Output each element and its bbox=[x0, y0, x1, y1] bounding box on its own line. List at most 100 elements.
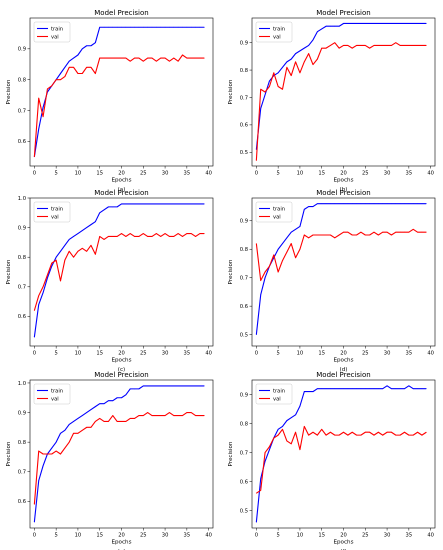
y-tick-label: 0.6 bbox=[240, 304, 248, 310]
data-point-train bbox=[116, 206, 118, 208]
data-point-train bbox=[269, 449, 270, 450]
data-point-train bbox=[90, 45, 92, 47]
data-point-train bbox=[286, 420, 288, 421]
data-point-val bbox=[112, 57, 114, 59]
data-point-val bbox=[303, 61, 305, 63]
data-point-val bbox=[264, 452, 266, 453]
data-point-val bbox=[95, 73, 96, 74]
series-line-train bbox=[255, 385, 427, 523]
data-point-val bbox=[68, 441, 70, 443]
x-axis-label: Epochs bbox=[333, 358, 353, 364]
data-point-train bbox=[290, 231, 292, 233]
data-point-val bbox=[391, 45, 392, 46]
data-point-val bbox=[404, 431, 405, 433]
data-point-train bbox=[147, 203, 148, 205]
data-point-train bbox=[399, 203, 401, 205]
data-point-val bbox=[364, 45, 366, 46]
data-point-val bbox=[360, 434, 362, 436]
data-point-train bbox=[378, 203, 379, 205]
data-point-val bbox=[160, 57, 162, 59]
data-point-val bbox=[369, 234, 370, 236]
data-point-train bbox=[269, 80, 270, 82]
x-tick-label: 15 bbox=[318, 171, 325, 177]
x-tick-label: 20 bbox=[340, 533, 347, 539]
data-point-train bbox=[360, 388, 362, 390]
legend-label-val: val bbox=[273, 34, 281, 40]
data-point-val bbox=[186, 412, 188, 413]
data-point-val bbox=[38, 450, 40, 452]
data-point-train bbox=[334, 388, 336, 390]
data-point-val bbox=[108, 236, 109, 237]
x-tick-label: 35 bbox=[184, 351, 191, 357]
x-tick-label: 20 bbox=[118, 351, 125, 357]
data-point-train bbox=[177, 203, 179, 205]
data-point-val bbox=[334, 42, 336, 44]
data-point-val bbox=[256, 160, 257, 161]
data-point-val bbox=[99, 418, 101, 419]
x-tick-label: 30 bbox=[384, 171, 391, 177]
x-tick-label: 35 bbox=[406, 533, 413, 539]
y-axis-label: Precision bbox=[228, 79, 234, 104]
series-line-val bbox=[33, 232, 205, 311]
data-point-val bbox=[151, 236, 153, 237]
data-point-train bbox=[425, 388, 427, 390]
data-point-train bbox=[38, 480, 40, 481]
data-point-train bbox=[68, 424, 70, 425]
data-point-val bbox=[378, 431, 379, 433]
x-axis-label: Epochs bbox=[111, 358, 131, 364]
data-point-val bbox=[312, 64, 314, 65]
data-point-train bbox=[142, 203, 144, 205]
data-point-train bbox=[330, 388, 331, 390]
data-point-val bbox=[347, 231, 349, 233]
x-tick-label: 5 bbox=[276, 351, 279, 357]
x-tick-label: 10 bbox=[297, 533, 304, 539]
data-point-val bbox=[116, 57, 118, 59]
data-point-val bbox=[60, 453, 61, 455]
data-point-val bbox=[42, 116, 44, 118]
data-point-train bbox=[186, 385, 188, 387]
data-point-val bbox=[421, 45, 423, 46]
data-point-train bbox=[408, 385, 410, 387]
data-point-train bbox=[421, 23, 423, 24]
panel-label: (d) bbox=[340, 367, 348, 373]
data-point-val bbox=[399, 45, 401, 46]
data-point-train bbox=[138, 388, 140, 390]
legend-label-train: train bbox=[273, 388, 285, 394]
data-point-val bbox=[195, 415, 196, 416]
y-tick-label: 0.7 bbox=[240, 95, 248, 101]
data-point-val bbox=[190, 412, 192, 413]
data-point-val bbox=[369, 47, 370, 49]
data-point-train bbox=[68, 60, 70, 62]
data-point-train bbox=[317, 388, 318, 390]
data-point-train bbox=[99, 403, 101, 405]
y-tick-label: 0.8 bbox=[240, 247, 248, 253]
data-point-train bbox=[290, 417, 292, 419]
data-point-val bbox=[277, 86, 279, 87]
data-point-train bbox=[182, 26, 183, 28]
data-point-val bbox=[391, 431, 392, 433]
data-point-val bbox=[408, 231, 410, 233]
data-point-val bbox=[156, 233, 157, 234]
data-point-train bbox=[330, 203, 331, 205]
data-point-train bbox=[173, 26, 175, 28]
data-point-val bbox=[138, 415, 140, 416]
series-line-train bbox=[255, 203, 427, 335]
data-point-val bbox=[77, 250, 79, 252]
data-point-val bbox=[273, 437, 275, 439]
data-point-val bbox=[151, 57, 153, 59]
data-point-train bbox=[360, 203, 362, 205]
data-point-val bbox=[286, 251, 288, 253]
data-point-val bbox=[129, 418, 131, 419]
data-point-val bbox=[382, 434, 384, 436]
data-point-train bbox=[412, 388, 414, 390]
data-point-val bbox=[60, 280, 61, 282]
data-point-val bbox=[129, 233, 131, 234]
panel-label: (c) bbox=[118, 367, 125, 373]
data-point-train bbox=[312, 391, 314, 392]
data-point-train bbox=[95, 406, 96, 407]
data-point-val bbox=[34, 310, 35, 311]
data-point-train bbox=[64, 429, 66, 431]
data-point-train bbox=[277, 248, 279, 250]
data-point-train bbox=[134, 203, 135, 205]
data-point-val bbox=[34, 156, 35, 158]
